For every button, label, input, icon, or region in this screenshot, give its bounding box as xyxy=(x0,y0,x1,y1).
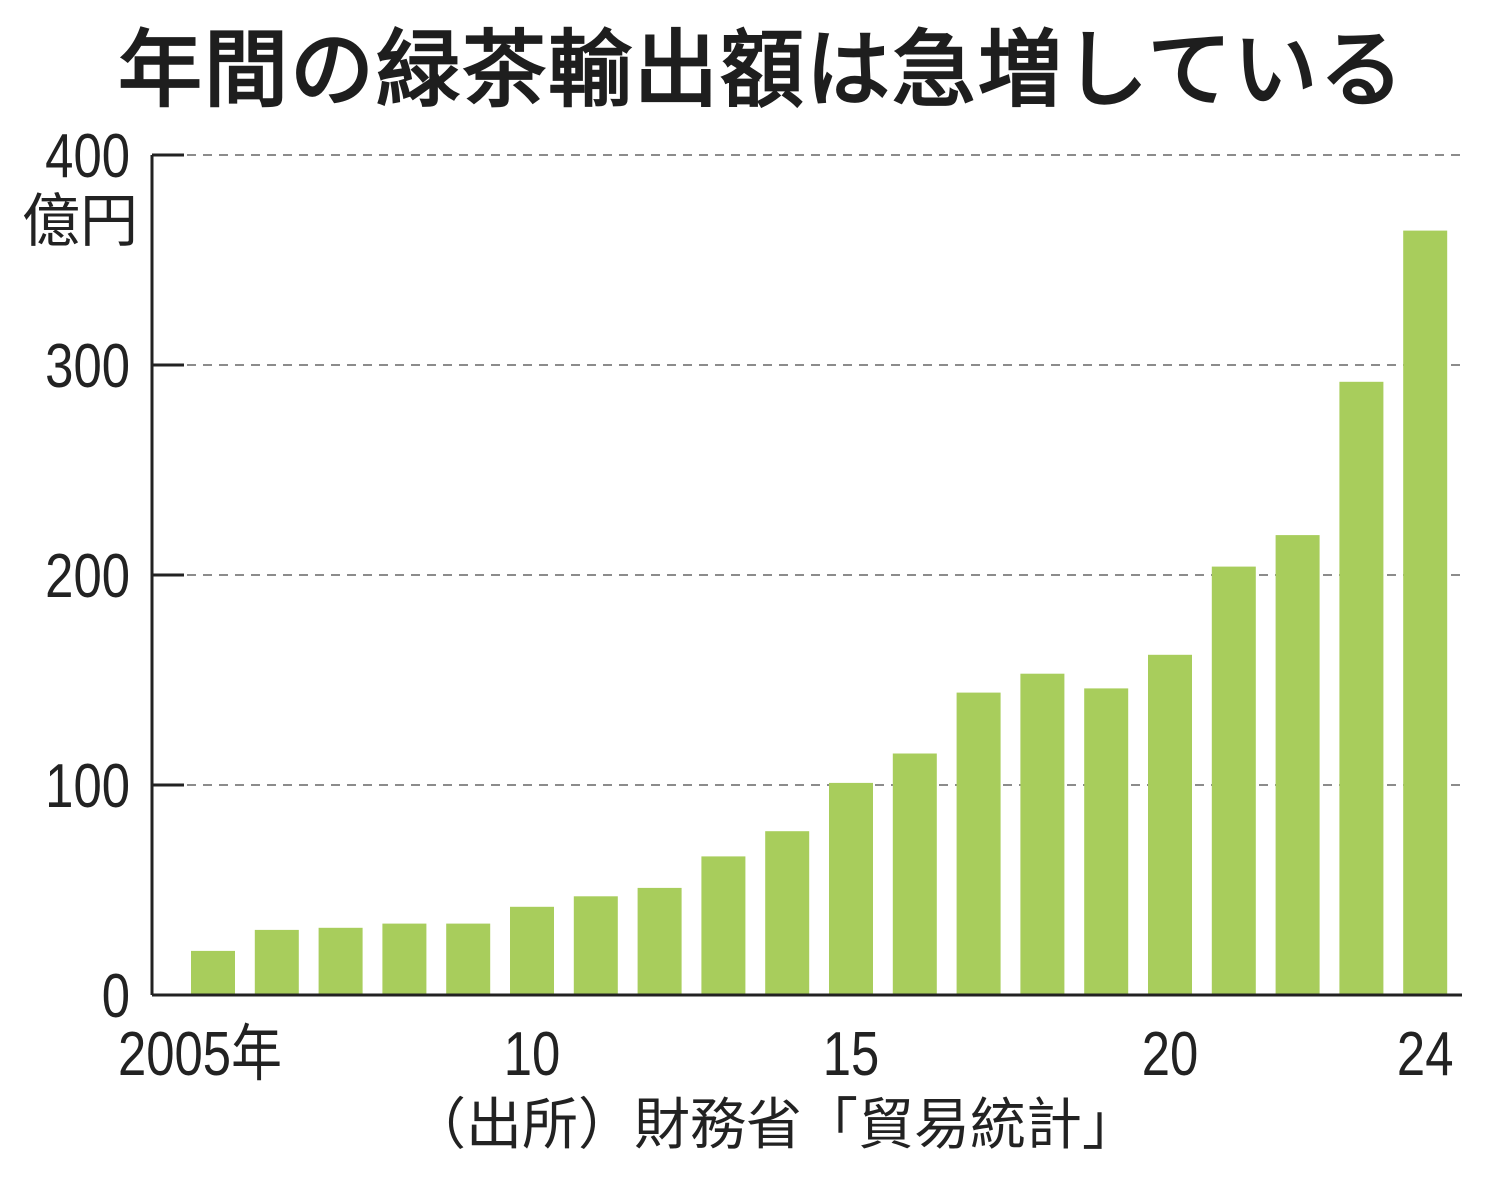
bar-2007 xyxy=(318,927,363,995)
bar-2009 xyxy=(446,923,491,995)
bar-2005 xyxy=(191,950,235,995)
bar-2010 xyxy=(510,906,554,995)
x-tick-label-2005年: 2005年 xyxy=(118,1020,282,1089)
x-tick-label-15: 15 xyxy=(823,1020,880,1089)
bar-2016 xyxy=(892,753,937,995)
x-tick-label-20: 20 xyxy=(1142,1020,1199,1089)
bar-2021 xyxy=(1211,566,1256,995)
gridlines xyxy=(187,154,1462,786)
bar-2023 xyxy=(1339,381,1384,995)
bar-2024 xyxy=(1403,230,1448,996)
x-tick-label-24: 24 xyxy=(1397,1020,1454,1089)
y-tick-label-100: 100 xyxy=(45,752,130,821)
bar-2018 xyxy=(1020,673,1065,995)
source-note: （出所）財務省「貿易統計」 xyxy=(410,1093,1138,1158)
bar-2022 xyxy=(1275,535,1320,995)
y-axis-unit-label: 億円 xyxy=(22,187,139,255)
chart-title: 年間の緑茶輸出額は急増している xyxy=(118,21,1406,119)
bar-2008 xyxy=(382,923,427,995)
bar-2013 xyxy=(701,856,746,995)
bar-2017 xyxy=(956,692,1001,995)
bar-2019 xyxy=(1084,688,1129,995)
y-tick-label-200: 200 xyxy=(45,542,130,611)
bar-2011 xyxy=(573,896,618,995)
bar-2020 xyxy=(1148,654,1192,995)
bars xyxy=(191,230,1448,996)
tick-labels: 0 100 200 300 400 2005年 10 15 20 24 xyxy=(45,122,1453,1089)
bar-2012 xyxy=(637,887,682,995)
bar-2015 xyxy=(829,782,873,995)
y-tick-label-0: 0 xyxy=(102,962,130,1031)
bar-2006 xyxy=(254,929,299,995)
axes xyxy=(150,153,1462,997)
bar-2014 xyxy=(765,831,810,995)
x-tick-label-10: 10 xyxy=(504,1020,561,1089)
y-tick-label-300: 300 xyxy=(45,332,130,401)
y-tick-label-400: 400 xyxy=(45,122,130,191)
